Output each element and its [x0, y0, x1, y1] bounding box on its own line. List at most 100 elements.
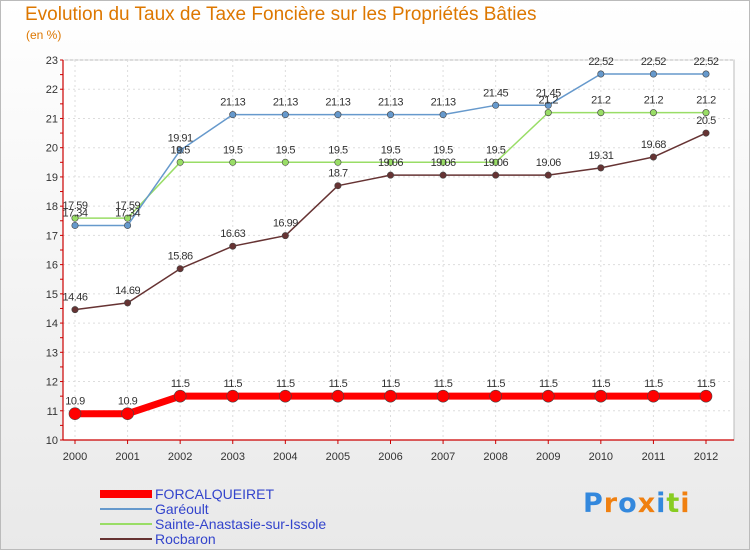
data-label-rocbaron: 16.99	[273, 218, 298, 230]
y-tick-label: 21	[46, 113, 58, 125]
data-label-sainte-anastasie-sur-issole: 21.2	[644, 95, 664, 107]
data-label-forcalqueiret: 10.9	[118, 396, 138, 408]
data-point-sainte-anastasie-sur-issole	[281, 158, 289, 166]
data-point-sainte-anastasie-sur-issole	[649, 109, 657, 117]
data-label-gar-oult: 21.13	[378, 97, 403, 109]
data-point-gar-oult	[124, 221, 132, 229]
x-tick-label: 2003	[221, 451, 245, 463]
data-point-gar-oult	[492, 101, 500, 109]
data-point-forcalqueiret	[331, 389, 345, 403]
data-point-forcalqueiret	[173, 389, 187, 403]
y-tick-label: 12	[46, 377, 58, 389]
y-tick-label: 23	[46, 55, 58, 67]
x-tick-label: 2000	[63, 451, 87, 463]
data-label-forcalqueiret: 10.9	[65, 396, 85, 408]
data-point-forcalqueiret	[699, 389, 713, 403]
data-point-forcalqueiret	[68, 407, 82, 420]
y-tick-label: 16	[46, 260, 58, 272]
legend-swatch-sainte-anastasie	[100, 523, 152, 525]
data-label-rocbaron: 15.86	[168, 251, 193, 263]
data-label-sainte-anastasie-sur-issole: 19.5	[486, 144, 506, 156]
y-tick-label: 22	[46, 84, 58, 96]
data-label-sainte-anastasie-sur-issole: 21.2	[696, 95, 716, 107]
data-point-rocbaron	[229, 242, 237, 250]
data-point-rocbaron	[544, 171, 552, 179]
data-point-rocbaron	[649, 153, 657, 161]
logo-letter: i	[656, 488, 667, 519]
y-tick-label: 13	[46, 347, 58, 359]
legend-swatch-forcalqueiret	[100, 490, 152, 498]
data-label-forcalqueiret: 11.5	[592, 378, 611, 390]
data-label-forcalqueiret: 11.5	[381, 378, 400, 390]
plot-area	[62, 59, 735, 441]
data-point-gar-oult	[71, 221, 79, 229]
data-label-rocbaron: 20.5	[696, 115, 716, 127]
y-tick-label: 11	[47, 406, 58, 418]
data-point-forcalqueiret	[279, 389, 292, 403]
legend-label-gareoult: Garéoult	[155, 501, 209, 517]
y-tick-label: 14	[46, 318, 58, 330]
data-label-rocbaron: 14.46	[62, 292, 87, 304]
data-point-sainte-anastasie-sur-issole	[229, 158, 237, 166]
data-label-gar-oult: 21.13	[220, 97, 245, 109]
y-tick-label: 17	[46, 230, 58, 242]
data-point-rocbaron	[71, 306, 79, 314]
data-label-sainte-anastasie-sur-issole: 19.5	[276, 144, 296, 156]
data-point-gar-oult	[544, 101, 552, 109]
data-label-forcalqueiret: 11.5	[644, 378, 663, 390]
data-point-rocbaron	[281, 232, 289, 240]
data-label-gar-oult: 19.91	[168, 132, 193, 144]
data-point-forcalqueiret	[594, 389, 608, 403]
legend-item-forcalqueiret: FORCALQUEIRET	[100, 486, 275, 502]
x-tick-label: 2010	[589, 451, 613, 463]
logo-letter: i	[680, 488, 691, 519]
logo-letter: P	[583, 488, 604, 519]
data-point-gar-oult	[176, 146, 184, 154]
data-point-rocbaron	[439, 171, 447, 179]
data-label-gar-oult: 22.52	[641, 56, 666, 68]
data-label-gar-oult: 21.13	[431, 97, 456, 109]
unit-label: (en %)	[26, 28, 62, 42]
data-label-forcalqueiret: 11.5	[486, 378, 505, 390]
data-point-sainte-anastasie-sur-issole	[544, 109, 552, 117]
x-tick-label: 2002	[168, 451, 192, 463]
data-label-rocbaron: 19.06	[431, 157, 456, 169]
legend-label-forcalqueiret: FORCALQUEIRET	[155, 486, 275, 502]
data-point-rocbaron	[124, 299, 132, 307]
data-point-gar-oult	[702, 70, 710, 78]
data-label-sainte-anastasie-sur-issole: 19.5	[433, 144, 453, 156]
y-tick-label: 15	[46, 289, 58, 301]
data-point-gar-oult	[649, 70, 657, 78]
data-label-gar-oult: 21.45	[536, 87, 561, 99]
x-tick-label: 2006	[378, 451, 402, 463]
data-label-gar-oult: 21.13	[325, 97, 350, 109]
data-label-rocbaron: 19.06	[378, 157, 403, 169]
data-label-forcalqueiret: 11.5	[276, 378, 295, 390]
data-label-forcalqueiret: 11.5	[539, 378, 558, 390]
x-tick-label: 2012	[694, 451, 718, 463]
data-label-forcalqueiret: 11.5	[329, 378, 348, 390]
data-point-gar-oult	[281, 111, 289, 119]
data-point-forcalqueiret	[489, 389, 502, 403]
data-label-rocbaron: 18.7	[328, 168, 348, 180]
legend-label-sainte-anastasie: Sainte-Anastasie-sur-Issole	[155, 516, 327, 532]
data-label-gar-oult: 22.52	[693, 56, 718, 68]
legend-item-gareoult: Garéoult	[100, 501, 209, 517]
data-point-sainte-anastasie-sur-issole	[386, 158, 394, 166]
legend-swatch-gareoult	[100, 508, 152, 510]
x-tick-label: 2001	[115, 451, 139, 463]
data-point-forcalqueiret	[226, 389, 240, 403]
data-point-sainte-anastasie-sur-issole	[492, 158, 500, 166]
data-label-sainte-anastasie-sur-issole: 21.2	[591, 95, 611, 107]
x-tick-label: 2007	[431, 451, 455, 463]
logo-letter: o	[618, 488, 638, 519]
data-label-forcalqueiret: 11.5	[171, 378, 190, 390]
legend-swatch-rocbaron	[100, 538, 152, 540]
data-label-rocbaron: 16.63	[220, 228, 245, 240]
proxiti-logo[interactable]: Proxiti	[583, 488, 691, 519]
y-tick-label: 19	[46, 172, 58, 184]
logo-letter: r	[603, 488, 619, 519]
y-tick-label: 10	[46, 435, 58, 447]
data-point-rocbaron	[492, 171, 500, 179]
